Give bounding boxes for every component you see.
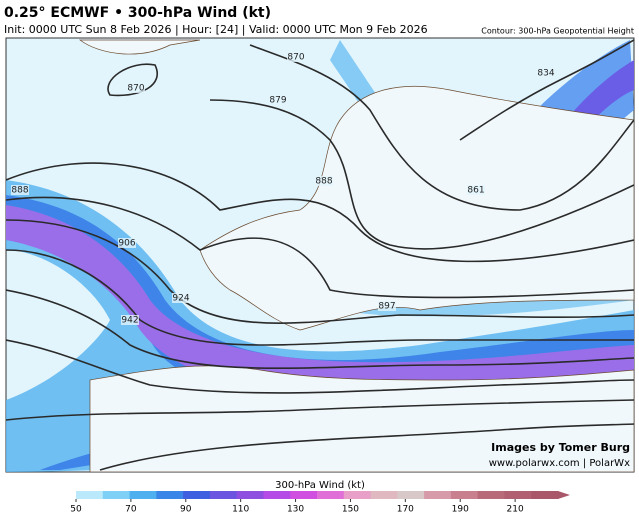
colorbar-swatch [236,491,264,499]
colorbar-swatch [76,491,104,499]
contour-label-bg [378,301,396,311]
contour-label-bg [127,83,145,93]
colorbar-swatch [263,491,291,499]
colorbar-arrow [558,491,570,499]
subtitle: Init: 0000 UTC Sun 8 Feb 2026 | Hour: [2… [4,23,428,36]
contour-label-bg [121,315,139,325]
colorbar-swatch [343,491,372,499]
colorbar-swatch [317,491,345,499]
contour-label: 906 [118,239,135,249]
colorbar-tick-label: 130 [287,505,304,515]
contour-label: 879 [269,96,286,106]
colorbar-swatch [397,491,425,499]
colorbar-tick-label: 210 [507,505,524,515]
colorbar-tick-label: 190 [452,505,469,515]
colorbar-swatch [477,491,505,499]
colorbar-tick-label: 70 [125,505,137,515]
contour-label: 897 [378,302,395,312]
credit-line: www.polarwx.com | PolarWx [489,458,630,469]
contour-label: 942 [121,316,138,326]
contour-label: 924 [172,294,189,304]
colorbar-swatch [156,491,184,499]
colorbar-tick-label: 110 [232,505,249,515]
contour-label: 888 [11,186,28,196]
colorbar-swatch [424,491,452,499]
colorbar-swatch [370,491,398,499]
contour-label-bg [467,185,485,195]
contour-label: 888 [315,177,332,187]
contour-label-bg [315,176,333,186]
contour-label: 834 [537,69,554,79]
contour-label: 870 [127,84,144,94]
colorbar-tick-label: 90 [180,505,192,515]
contour-note: Contour: 300-hPa Geopotential Height [481,27,634,36]
colorbar-tick-label: 150 [342,505,359,515]
contour-label: 861 [467,186,484,196]
colorbar-swatch [102,491,131,499]
contour-label: 870 [287,53,304,63]
title: 0.25° ECMWF • 300-hPa Wind (kt) [4,5,271,21]
contours [6,39,634,471]
colorbar-swatch [450,491,479,499]
contour-label-bg [11,185,29,195]
colorbar-swatch [129,491,157,499]
colorbar-swatch [209,491,238,499]
colorbar-swatch [504,491,532,499]
colorbar: 300-hPa Wind (kt) 50 70 90 110 130 150 170 190 2… [70,480,570,515]
colorbar-tick-label: 170 [397,505,414,515]
contour-label-bg [537,68,555,78]
contour-label-bg [269,95,287,105]
colorbar-tick-label: 50 [70,505,82,515]
contour-label-bg [287,52,305,62]
colorbar-title: 300-hPa Wind (kt) [275,480,365,491]
colorbar-swatch [290,491,318,499]
colorbar-swatch [531,491,559,499]
contour-label-bg [172,293,190,303]
colorbar-swatch [183,491,211,499]
contour-label-bg [118,238,136,248]
credit-line: Images by Tomer Burg [491,441,630,454]
map: 870 870 879 888 888 906 924 942 897 861 834 Images… [5,37,635,473]
